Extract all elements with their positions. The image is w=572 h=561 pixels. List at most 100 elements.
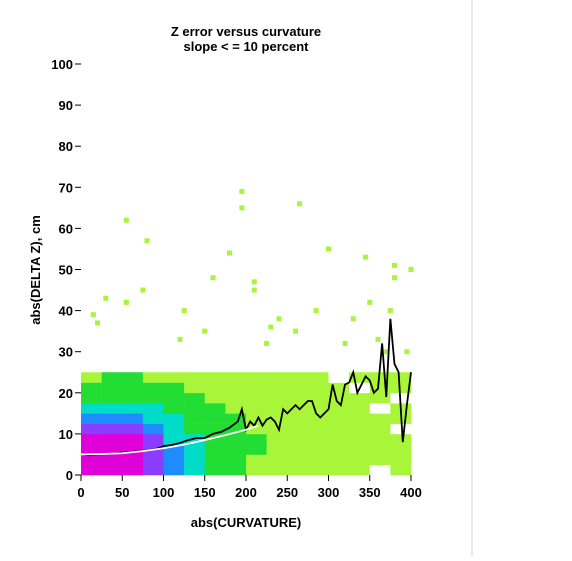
outlier-cell — [313, 308, 319, 314]
density-cell — [101, 372, 123, 383]
density-cell — [204, 444, 226, 455]
density-cell — [266, 382, 288, 394]
density-cell — [246, 454, 267, 466]
density-cell — [225, 403, 247, 414]
density-cell — [266, 433, 288, 445]
outlier-cell — [404, 349, 410, 355]
density-cell — [163, 433, 185, 445]
density-cell — [204, 392, 226, 404]
density-cell — [390, 454, 412, 466]
density-cell — [287, 454, 309, 466]
density-cell — [81, 454, 102, 466]
density-cell — [184, 392, 206, 404]
density-cell — [163, 382, 185, 394]
density-cell — [101, 454, 123, 466]
density-cell — [266, 372, 288, 383]
outlier-cell — [350, 316, 356, 322]
chart-subtitle: slope < = 10 percent — [183, 39, 309, 54]
density-cell — [225, 454, 247, 466]
outlier-cell — [103, 295, 109, 301]
density-cell — [328, 382, 350, 394]
density-cell — [142, 433, 164, 445]
density-cell — [101, 464, 123, 476]
density-cell — [266, 454, 288, 466]
outlier-cell — [227, 250, 232, 256]
density-cell — [81, 464, 102, 476]
density-cell — [328, 464, 350, 476]
density-cell — [287, 413, 309, 424]
density-cell — [81, 403, 102, 414]
density-cell — [225, 433, 247, 445]
density-cell — [81, 392, 102, 404]
series-line — [80, 424, 259, 456]
outlier-cell — [140, 287, 146, 293]
density-cell — [142, 464, 164, 476]
density-cell — [307, 444, 329, 455]
density-cell — [184, 423, 206, 435]
x-tick-label: 0 — [77, 485, 84, 500]
density-cell — [307, 403, 329, 414]
density-cell — [266, 464, 288, 476]
outlier-cell — [123, 217, 129, 223]
density-cell — [122, 392, 144, 404]
density-cell — [349, 403, 371, 414]
outlier-cell — [210, 275, 216, 281]
density-cell — [204, 454, 226, 466]
density-cell — [349, 444, 371, 455]
density-cell — [81, 444, 102, 455]
outlier-cell — [392, 275, 397, 281]
y-tick-label: 60 — [59, 221, 73, 236]
density-cell — [225, 423, 247, 435]
outlier-cell — [123, 299, 129, 305]
density-cell — [369, 382, 391, 394]
density-cell — [328, 433, 350, 445]
outlier-cell — [90, 312, 96, 318]
density-cell — [122, 454, 144, 466]
outlier-cell — [181, 308, 187, 314]
density-cell — [287, 464, 309, 476]
outlier-cell — [239, 188, 245, 194]
density-cell — [225, 464, 247, 476]
density-cell — [184, 403, 206, 414]
density-cell — [184, 454, 206, 466]
outlier-cell — [383, 349, 389, 355]
density-cell — [81, 372, 102, 383]
outlier-cell — [375, 336, 381, 342]
density-cell — [122, 444, 144, 455]
density-cell — [163, 464, 185, 476]
density-cell — [287, 444, 309, 455]
density-cell — [163, 403, 185, 414]
outlier-cell — [392, 262, 397, 268]
density-cell — [369, 423, 391, 435]
density-cell — [328, 423, 350, 435]
density-cell — [266, 444, 288, 455]
density-cell — [142, 454, 164, 466]
density-cell — [328, 413, 350, 424]
x-tick-label: 350 — [359, 485, 381, 500]
density-cell — [349, 433, 371, 445]
density-cell — [225, 444, 247, 455]
density-cell — [328, 392, 350, 404]
outlier-cell — [251, 287, 257, 293]
density-cell — [81, 382, 102, 394]
y-tick-label: 30 — [59, 345, 73, 360]
density-cell — [307, 433, 329, 445]
density-cell — [246, 423, 267, 435]
density-cell — [101, 423, 123, 435]
density-cell — [349, 413, 371, 424]
density-cell — [101, 392, 123, 404]
outlier-cell — [239, 205, 245, 211]
density-cell — [349, 454, 371, 466]
density-cell — [204, 382, 226, 394]
density-cell — [328, 444, 350, 455]
density-cell — [122, 413, 144, 424]
outlier-cell — [297, 201, 303, 207]
density-cell — [225, 392, 247, 404]
y-tick-label: 90 — [59, 98, 73, 113]
density-cell — [287, 423, 309, 435]
density-cell — [184, 372, 206, 383]
outlier-cell — [367, 299, 373, 305]
density-cell — [184, 464, 206, 476]
